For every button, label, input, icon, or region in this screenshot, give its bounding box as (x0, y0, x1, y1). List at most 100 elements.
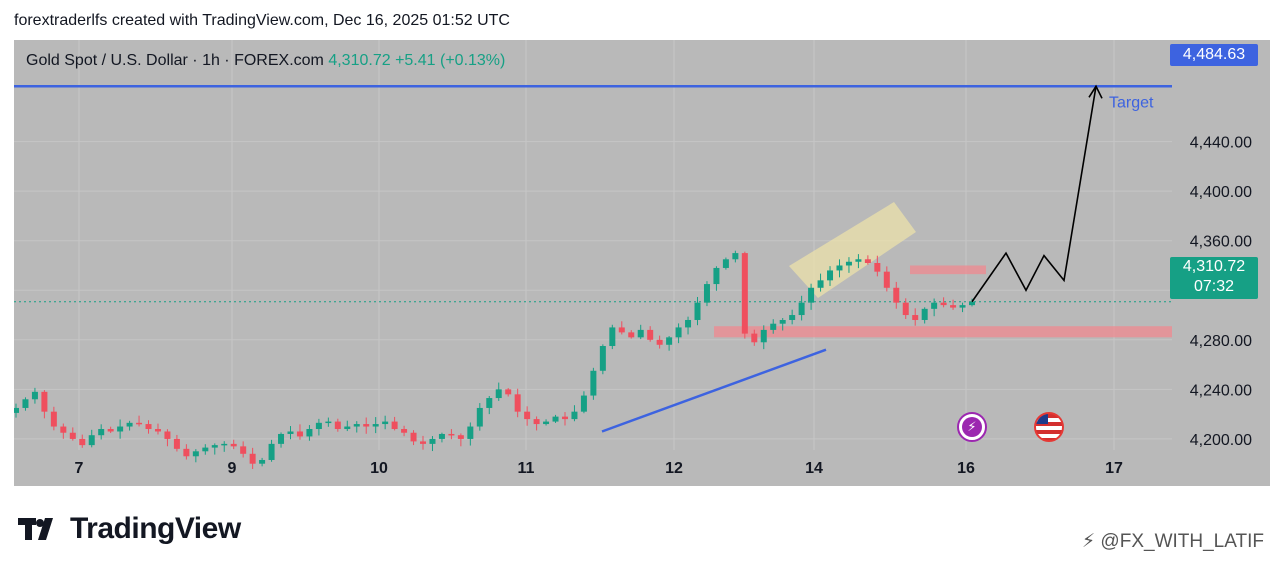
candle (789, 315, 796, 320)
candle (173, 438, 180, 449)
symbol-legend: Gold Spot / U.S. Dollar · 1h · FOREX.com… (26, 52, 505, 70)
candle (855, 259, 862, 262)
price-chart[interactable]: 4,200.004,240.004,280.004,320.004,360.00… (14, 40, 1270, 486)
legend-change: +5.41 (+0.13%) (395, 52, 506, 69)
legend-price: 4,310.72 (328, 52, 391, 69)
candle (580, 395, 587, 412)
candle (647, 329, 654, 340)
x-tick-label: 9 (228, 460, 237, 477)
candle (779, 319, 786, 324)
candle (391, 421, 398, 430)
candle (344, 426, 351, 430)
y-tick-label: 4,360.00 (1190, 234, 1252, 251)
candle (467, 426, 474, 439)
candle (192, 451, 199, 457)
x-tick-label: 11 (518, 460, 535, 477)
us-flag-icon[interactable] (1034, 412, 1064, 442)
candle (60, 426, 67, 433)
candle (808, 287, 815, 303)
candle (315, 422, 322, 430)
candle (874, 263, 881, 272)
candle (751, 333, 758, 343)
candle (107, 429, 114, 432)
lightning-icon[interactable]: ⚡ (957, 412, 987, 442)
countdown-timer: 07:32 (1193, 278, 1235, 295)
candle (637, 329, 644, 338)
candle (959, 305, 966, 308)
x-tick-label: 17 (1105, 460, 1123, 477)
y-tick-label: 4,200.00 (1190, 432, 1252, 449)
candle (836, 265, 843, 271)
candle (883, 271, 890, 288)
candle (921, 308, 928, 320)
candle (429, 438, 436, 444)
candle (98, 429, 105, 436)
candle (524, 411, 531, 420)
target-price-badge: 4,484.63 (1170, 44, 1258, 66)
candle (50, 411, 57, 427)
x-tick-label: 14 (805, 460, 823, 477)
candle (325, 421, 332, 424)
candle (154, 429, 161, 432)
candle (249, 453, 256, 464)
candle (590, 370, 597, 396)
chart-area[interactable]: 4,200.004,240.004,280.004,320.004,360.00… (14, 40, 1270, 486)
candle (571, 411, 578, 420)
candle (334, 421, 341, 430)
candle (79, 438, 86, 446)
target-label: Target (1109, 94, 1154, 111)
candle (221, 443, 228, 446)
candle (420, 441, 427, 444)
candle (864, 259, 871, 263)
candle (902, 302, 909, 316)
candle (950, 305, 957, 308)
symbol-name: Gold Spot / U.S. Dollar · 1h · FOREX.com (26, 52, 324, 69)
candle (31, 391, 38, 400)
candle (618, 327, 625, 333)
candle (41, 391, 48, 412)
candle (183, 448, 190, 457)
candle (798, 302, 805, 316)
candle (296, 431, 303, 437)
candle (126, 422, 133, 427)
candle (694, 302, 701, 320)
tradingview-logo-icon (18, 518, 53, 540)
candle (703, 284, 710, 303)
candle (912, 315, 919, 320)
candle (14, 407, 19, 413)
candle (543, 421, 550, 425)
y-tick-label: 4,280.00 (1190, 333, 1252, 350)
tradingview-logo[interactable]: TradingView (16, 512, 241, 546)
candle (306, 429, 313, 437)
candle (145, 424, 152, 430)
candle (476, 407, 483, 427)
projection-path (971, 86, 1097, 303)
candle (410, 432, 417, 442)
candle (268, 443, 275, 460)
resistance-zone (910, 265, 986, 275)
candle (845, 261, 852, 266)
candle (931, 302, 938, 309)
candle (770, 323, 777, 330)
support-zone (714, 326, 1172, 338)
candle (713, 267, 720, 285)
current-price-badge: 4,310.72 07:32 (1170, 257, 1258, 299)
candle (22, 399, 29, 408)
candle (609, 327, 616, 347)
candle (817, 280, 824, 288)
candle (117, 426, 124, 432)
candle (211, 445, 218, 448)
candle (827, 270, 834, 281)
candle (202, 447, 209, 452)
candle (240, 446, 247, 454)
candle (69, 432, 76, 439)
candle (88, 435, 95, 446)
x-tick-label: 10 (370, 460, 388, 477)
x-tick-label: 16 (957, 460, 975, 477)
candle (741, 253, 748, 334)
candle (372, 424, 379, 427)
candle (599, 346, 606, 371)
candle (533, 419, 540, 425)
candle (363, 424, 370, 427)
candle (666, 337, 673, 345)
